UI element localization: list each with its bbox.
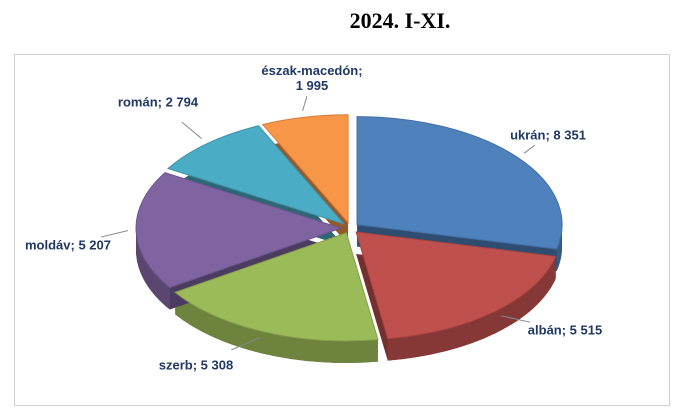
data-label: albán; 5 515	[527, 322, 603, 338]
slice	[135, 172, 343, 289]
leader-line	[523, 144, 536, 154]
slice	[167, 125, 346, 225]
data-label: román; 2 794	[117, 94, 199, 110]
leader-line	[501, 315, 531, 323]
slice	[356, 116, 563, 250]
chart-frame	[14, 54, 670, 406]
slice-side	[387, 256, 556, 361]
data-label: ukrán; 8 351	[510, 127, 586, 143]
slice-side	[175, 292, 378, 363]
leader-line	[100, 230, 128, 238]
slice-side	[136, 228, 170, 310]
slice-side	[556, 224, 563, 272]
slice	[261, 114, 349, 225]
data-label: szerb; 5 308	[158, 357, 234, 373]
slice	[174, 232, 379, 342]
leader-line	[231, 337, 261, 351]
data-label: moldáv; 5 207	[25, 237, 111, 253]
leader-line	[302, 95, 308, 112]
data-label: észak-macedón; 1 995	[261, 63, 363, 93]
chart-title: 2024. I-XI.	[349, 8, 451, 33]
slice	[355, 231, 557, 340]
leader-line	[181, 121, 203, 140]
